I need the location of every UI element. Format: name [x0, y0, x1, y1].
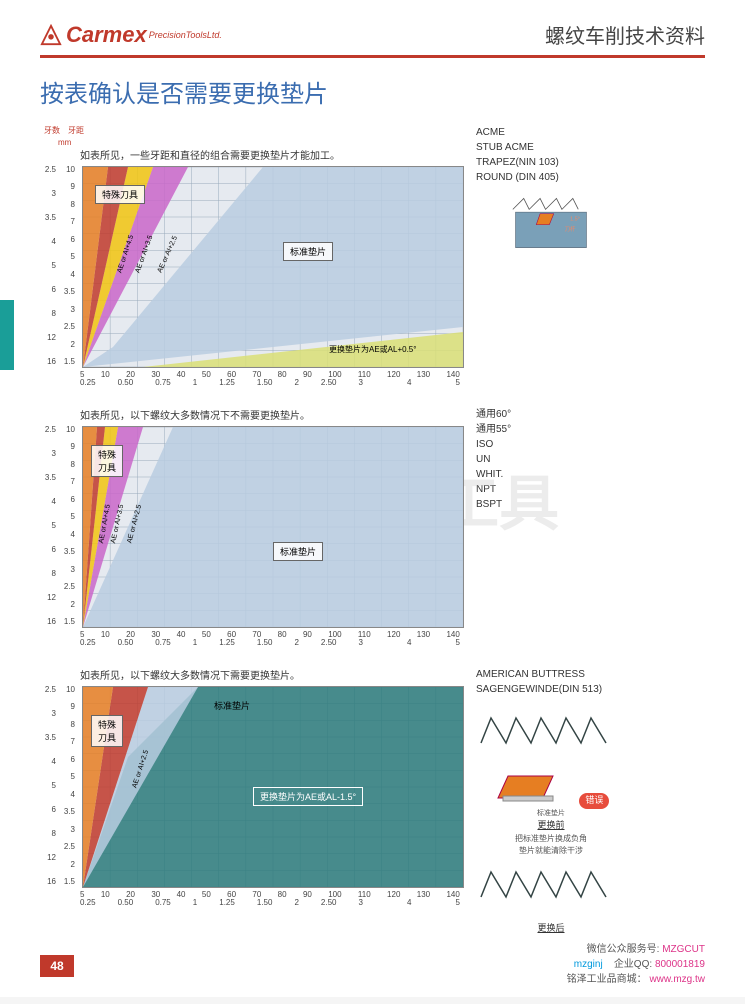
chart1-plot: 特殊刀具 标准垫片 更换垫片为AE或AL+0.5° AE or AI+4.5 A…	[82, 166, 464, 368]
side-line: STUB ACME	[476, 140, 626, 155]
chart1-tool-label: 特殊刀具	[95, 185, 145, 204]
after-label: 更换后	[476, 922, 626, 936]
side-accent	[0, 300, 14, 370]
side-line: NPT	[476, 482, 511, 497]
chart3-side: AMERICAN BUTTRESSSAGENGEWINDE(DIN 513) 错…	[476, 667, 626, 935]
page: Carmex PrecisionToolsLtd. 螺纹车削技术资料 按表确认是…	[0, 0, 745, 997]
before-label: 更换前	[476, 819, 626, 833]
page-title: 按表确认是否需要更换垫片	[40, 74, 705, 109]
chart1-xaxis-in: 0.250.500.7511.251.5022.50345	[80, 378, 460, 387]
page-number: 48	[40, 955, 74, 977]
chart3-xaxis-in: 0.250.500.7511.251.5022.50345	[80, 898, 460, 907]
chart-row-1: 牙数 牙距 mm 如表所见，一些牙距和直径的组合需要更换垫片才能加工。 2.53…	[40, 125, 705, 387]
side-line: TRAPEZ(NIN 103)	[476, 155, 626, 170]
shim-label: 标准垫片	[476, 809, 626, 820]
error-badge: 错误	[579, 793, 609, 809]
chart2-tool-label: 特殊 刀具	[91, 445, 123, 477]
y-label-2: 牙距	[68, 125, 84, 136]
before-sub1: 把标准垫片换成负角	[476, 833, 626, 845]
chart3-thread-top	[476, 703, 626, 763]
chart2-desc: 如表所见，以下螺纹大多数情况下不需要更换垫片。	[80, 407, 464, 422]
chart3-desc: 如表所见，以下螺纹大多数情况下需要更换垫片。	[80, 667, 464, 682]
skype-id: mzginj	[574, 959, 603, 970]
side-line: ISO	[476, 437, 511, 452]
footer: 微信公众服务号: MZGCUT mzginj 企业QQ: 800001819 铭…	[567, 942, 705, 987]
side-line: WHIT.	[476, 467, 511, 482]
chart3-plot: 特殊 刀具 标准垫片 更换垫片为AE或AL-1.5° AE or AI+2.5	[82, 686, 464, 888]
y-label-1: 牙数	[44, 125, 60, 136]
chart2-xaxis-in: 0.250.500.7511.251.5022.50345	[80, 638, 460, 647]
wechat-label: 微信公众服务号:	[587, 944, 660, 955]
chart3-thread-bottom	[476, 857, 626, 917]
chart1-diagram: 刀杆 1.5°	[476, 193, 626, 253]
side-line: 通用60°	[476, 407, 511, 422]
y-unit: mm	[58, 138, 464, 147]
chart2-yaxis: 2.533.545681216 109876543.532.521.5	[40, 426, 78, 626]
chart-row-2: 如表所见，以下螺纹大多数情况下不需要更换垫片。 2.533.545681216 …	[40, 407, 705, 647]
side-line: 通用55°	[476, 422, 511, 437]
chart3-std-label: 标准垫片	[208, 697, 256, 714]
svg-text:1.5°: 1.5°	[570, 216, 580, 222]
chart2-plot: 特殊 刀具 标准垫片 AE or AI+4.5 AE or AI+3.5 AE …	[82, 426, 464, 628]
footer-text: 铭泽工业品商城：	[567, 974, 647, 985]
logo-icon	[40, 24, 62, 46]
chart1-desc: 如表所见，一些牙距和直径的组合需要更换垫片才能加工。	[80, 147, 464, 162]
logo: Carmex PrecisionToolsLtd.	[40, 22, 222, 48]
qq-id: 800001819	[655, 959, 705, 970]
wechat-id: MZGCUT	[662, 944, 705, 955]
footer-url[interactable]: www.mzg.tw	[649, 974, 705, 985]
chart2-std-label: 标准垫片	[273, 542, 323, 561]
chart1-side: ACMESTUB ACMETRAPEZ(NIN 103)ROUND (DIN 4…	[476, 125, 626, 258]
chart2-side: 通用60°通用55°ISOUNWHIT.NPTBSPT	[476, 407, 511, 512]
side-line: BSPT	[476, 497, 511, 512]
chart3-swap-label: 更换垫片为AE或AL-1.5°	[253, 787, 363, 806]
side-line: UN	[476, 452, 511, 467]
chart1-std-label: 标准垫片	[283, 242, 333, 261]
side-line: ROUND (DIN 405)	[476, 170, 626, 185]
side-line: SAGENGEWINDE(DIN 513)	[476, 682, 626, 697]
brand-main: Carmex	[66, 22, 147, 48]
chart1-yaxis: 2.533.545681216 109876543.532.521.5	[40, 166, 78, 366]
side-line: ACME	[476, 125, 626, 140]
chart3-yaxis: 2.533.545681216 109876543.532.521.5	[40, 686, 78, 886]
brand-sub: PrecisionToolsLtd.	[149, 30, 222, 40]
chart-row-3: 如表所见，以下螺纹大多数情况下需要更换垫片。 2.533.545681216 1…	[40, 667, 705, 935]
chart3-insert-diagram	[493, 768, 573, 803]
header-title: 螺纹车削技术资料	[545, 20, 705, 49]
side-line: AMERICAN BUTTRESS	[476, 667, 626, 682]
before-sub2: 垫片就能清除干涉	[476, 845, 626, 857]
header: Carmex PrecisionToolsLtd. 螺纹车削技术资料	[40, 20, 705, 58]
chart3-tool-label: 特殊 刀具	[91, 715, 123, 747]
chart1-swap-label: 更换垫片为AE或AL+0.5°	[323, 342, 422, 357]
qq-label: 企业QQ:	[614, 959, 652, 970]
